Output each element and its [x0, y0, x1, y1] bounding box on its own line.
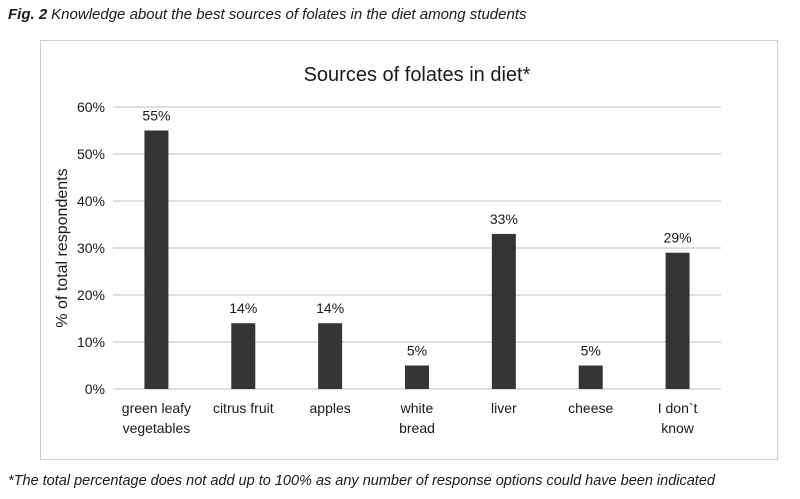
figure-caption: Fig. 2 Knowledge about the best sources o… — [8, 6, 526, 23]
data-label: 55% — [142, 108, 170, 124]
bar — [144, 130, 169, 389]
data-label: 29% — [664, 230, 692, 246]
x-tick-label: citrus fruit — [213, 400, 274, 416]
figure-caption-text: Knowledge about the best sources of fola… — [51, 6, 527, 23]
chart-title: Sources of folates in diet* — [304, 64, 531, 86]
x-tick-label: liver — [491, 400, 517, 416]
data-label: 33% — [490, 211, 518, 227]
x-tick-label: apples — [310, 400, 351, 416]
bar — [231, 323, 256, 389]
bar — [318, 323, 343, 389]
data-label: 14% — [229, 300, 257, 316]
data-label: 14% — [316, 300, 344, 316]
data-label: 5% — [581, 343, 601, 359]
y-tick-label: 50% — [77, 146, 105, 162]
bar — [405, 365, 429, 389]
y-tick-label: 10% — [77, 334, 105, 350]
x-tick-label: I don`t — [658, 400, 698, 416]
y-tick-label: 0% — [85, 381, 105, 397]
x-tick-label: white — [400, 400, 434, 416]
y-axis-label: % of total respondents — [54, 168, 71, 327]
y-tick-label: 40% — [77, 193, 105, 209]
x-tick-label: green leafy — [122, 400, 191, 416]
y-tick-label: 30% — [77, 240, 105, 256]
y-tick-label: 60% — [77, 99, 105, 115]
x-tick-label: vegetables — [123, 420, 191, 436]
y-tick-label: 20% — [77, 287, 105, 303]
bar — [578, 365, 603, 389]
figure-label: Fig. 2 — [8, 6, 48, 23]
data-label: 5% — [407, 343, 427, 359]
x-tick-label: bread — [399, 420, 435, 436]
bar — [665, 252, 690, 389]
bar-chart: Sources of folates in diet* 0% 10% 20% 30% 40… — [54, 64, 721, 436]
figure-footnote: *The total percentage does not add up to… — [8, 473, 715, 489]
x-tick-label: know — [661, 420, 695, 436]
chart-frame: Sources of folates in diet* 0% 10% 20% 30% 40… — [40, 40, 778, 460]
x-tick-label: cheese — [568, 400, 613, 416]
bar — [491, 233, 516, 389]
